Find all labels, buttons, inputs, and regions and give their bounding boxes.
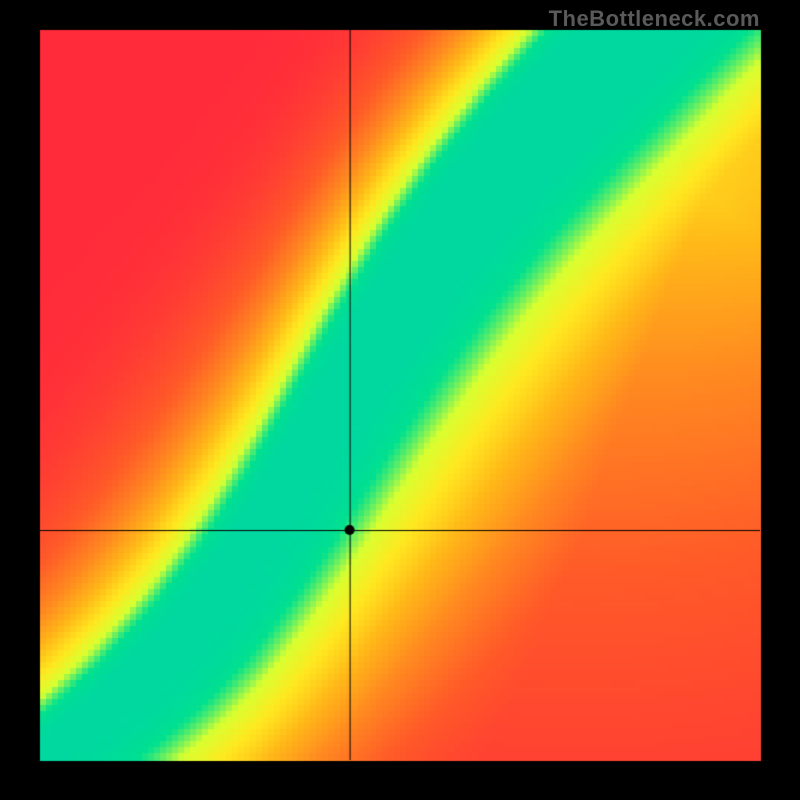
heatmap-canvas: [0, 0, 800, 800]
watermark-text: TheBottleneck.com: [549, 6, 760, 32]
chart-container: { "watermark": { "text": "TheBottleneck.…: [0, 0, 800, 800]
